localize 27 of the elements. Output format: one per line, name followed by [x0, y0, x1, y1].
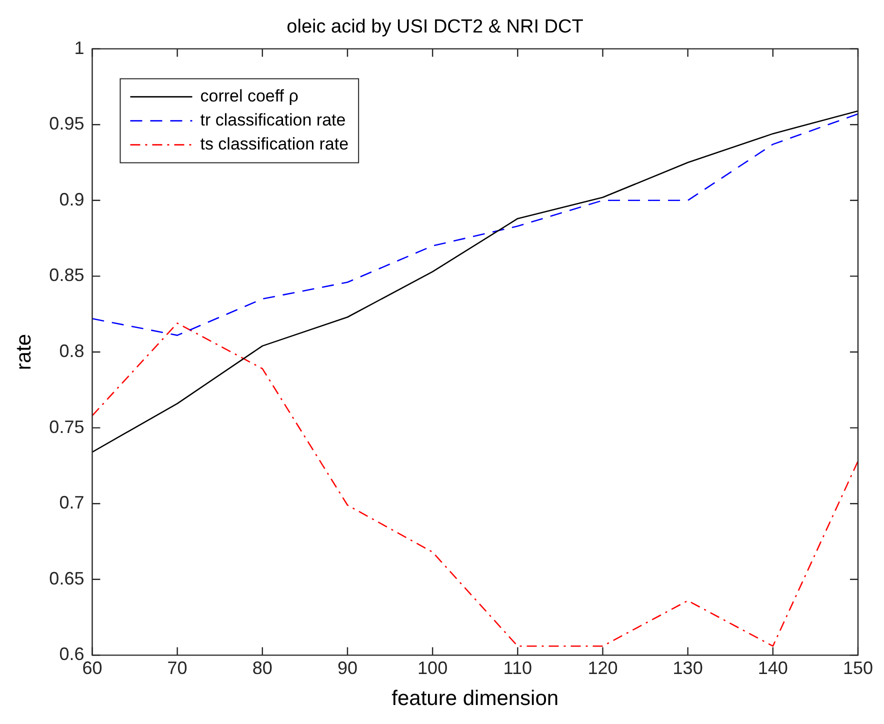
y-tick-label: 0.6 — [59, 644, 84, 664]
x-tick-label: 120 — [588, 658, 618, 678]
y-tick-label: 0.7 — [59, 492, 84, 513]
x-tick-label: 80 — [252, 658, 272, 678]
x-tick-label: 90 — [337, 658, 358, 678]
x-tick-label: 100 — [418, 658, 448, 678]
y-tick-label: 0.95 — [49, 114, 84, 134]
line-series — [92, 322, 858, 647]
chart-title: oleic acid by USI DCT2 & NRI DCT — [286, 16, 584, 38]
x-tick-label: 110 — [503, 658, 532, 678]
x-tick-label: 60 — [82, 658, 102, 678]
x-tick-label: 70 — [167, 658, 188, 678]
x-tick-label: 150 — [842, 658, 874, 678]
legend-label: tr classification rate — [200, 110, 346, 130]
legend-label: correl coeff ρ — [200, 86, 298, 106]
x-tick-label: 130 — [672, 658, 703, 678]
y-tick-label: 0.8 — [59, 340, 84, 361]
y-tick-label: 0.65 — [49, 568, 84, 588]
line-series — [92, 113, 858, 336]
x-tick-label: 140 — [758, 658, 788, 678]
y-tick-label: 0.85 — [49, 265, 84, 286]
legend-label: ts classification rate — [200, 134, 349, 154]
y-tick-label: 0.9 — [59, 189, 84, 210]
y-axis-title: rate — [12, 334, 36, 370]
y-tick-label: 0.75 — [49, 416, 84, 437]
y-tick-label: 1 — [74, 38, 84, 58]
x-axis-title: feature dimension — [392, 687, 559, 710]
